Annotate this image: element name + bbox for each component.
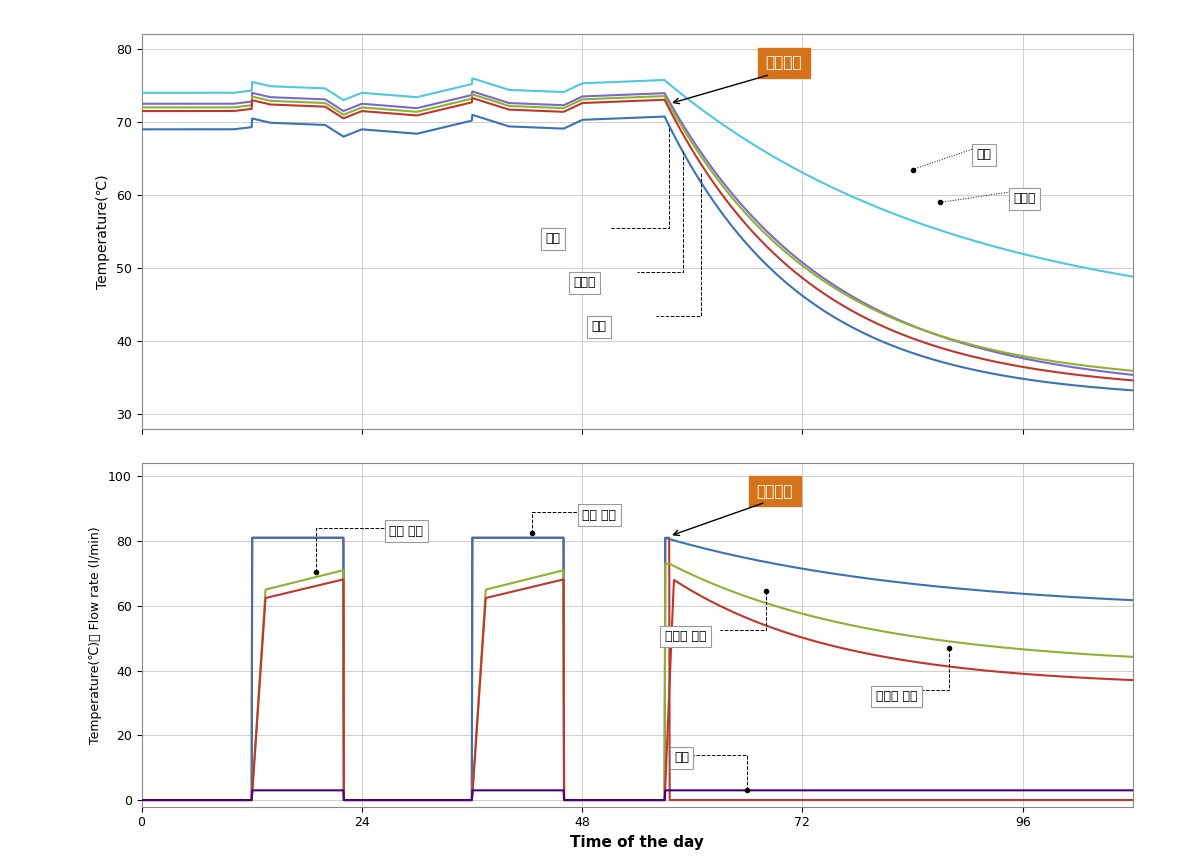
Text: 중하부: 중하부 <box>573 276 596 289</box>
Text: 하부: 하부 <box>545 233 560 245</box>
Text: 상부: 상부 <box>977 148 991 161</box>
Text: 방열기 출구: 방열기 출구 <box>664 630 707 643</box>
Text: 방열시작: 방열시작 <box>766 55 802 70</box>
Text: 중상부: 중상부 <box>1014 192 1036 205</box>
Y-axis label: Temperature(℃): Temperature(℃) <box>97 174 110 289</box>
Text: 방열시작: 방열시작 <box>756 484 793 498</box>
Y-axis label: Temperature(℃)， Flow rate (l/min): Temperature(℃)， Flow rate (l/min) <box>90 526 103 744</box>
Text: 중부: 중부 <box>591 320 607 333</box>
Text: 방열기 입구: 방열기 입구 <box>876 690 917 703</box>
X-axis label: Time of the day: Time of the day <box>570 835 704 849</box>
Text: 히터 입구: 히터 입구 <box>389 525 424 538</box>
Text: 유량: 유량 <box>674 752 689 764</box>
Text: 히터 출구: 히터 출구 <box>582 509 616 522</box>
